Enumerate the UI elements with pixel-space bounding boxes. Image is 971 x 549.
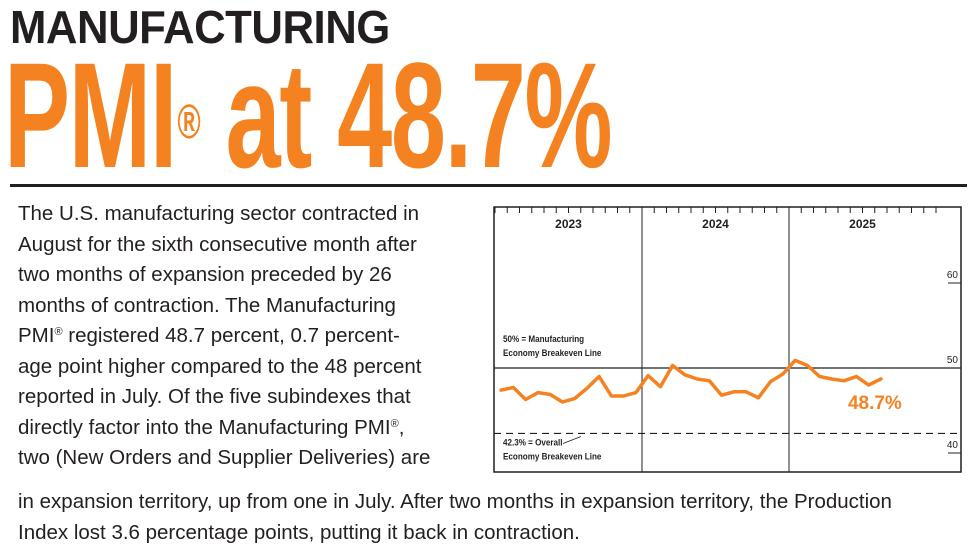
- pmi-data-point: [597, 375, 601, 378]
- year-label: 2025: [849, 217, 876, 231]
- pmi-callout-value: 48.7%: [848, 393, 902, 414]
- body-paragraph-wide: in expansion territory, up from one in J…: [18, 487, 963, 548]
- pmi-data-point: [781, 372, 785, 376]
- pmi-data-point: [720, 394, 723, 397]
- pmi-data-point: [793, 359, 797, 362]
- y-tick-label: 50: [947, 355, 959, 366]
- registered-mark: ®: [177, 96, 200, 149]
- y-tick-label: 40: [947, 440, 959, 451]
- body-line: months of contraction. The Manufacturing: [18, 293, 396, 317]
- pmi-data-point: [646, 374, 650, 377]
- breakeven-label-line1: 42.3% = Overall: [503, 437, 563, 448]
- pmi-data-point: [524, 398, 527, 401]
- pmi-data-point: [879, 377, 883, 381]
- body-line: age point higher compared to the 48 perc…: [18, 354, 422, 378]
- pmi-data-point: [842, 379, 846, 382]
- body-line: August for the sixth consecutive month a…: [18, 232, 417, 256]
- pmi-series-line: [499, 358, 883, 404]
- pmi-data-point: [561, 400, 564, 404]
- pmi-data-point: [708, 379, 711, 382]
- registered-mark: ®: [54, 326, 63, 338]
- body-line: PMI® registered 48.7 percent, 0.7 percen…: [18, 324, 400, 347]
- pmi-data-point: [744, 390, 748, 393]
- body-line: in expansion territory, up from one in J…: [18, 490, 892, 513]
- headline-manufacturing: MANUFACTURING: [10, 1, 390, 53]
- headline-pmi: PMI® at 48.7%: [4, 40, 613, 190]
- pmi-data-point: [634, 391, 638, 394]
- year-label: 2024: [702, 217, 729, 231]
- pmi-data-point: [806, 364, 809, 367]
- pmi-data-point: [512, 386, 515, 389]
- body-line: reported in July. Of the five subindexes…: [18, 385, 411, 408]
- breakeven-leader: [562, 436, 582, 444]
- body-line: Index lost 3.6 percentage points, puttin…: [18, 520, 580, 544]
- body-line: two (New Orders and Supplier Deliveries)…: [18, 446, 431, 469]
- pmi-data-point: [499, 388, 503, 392]
- body-line: The U.S. manufacturing sector contracted…: [18, 202, 420, 225]
- headline-pmi-word: PMI: [4, 31, 177, 199]
- pmi-data-point: [585, 387, 589, 390]
- body-line: two months of expansion preceded by 26: [18, 263, 392, 286]
- pmi-data-point: [769, 380, 772, 383]
- pmi-data-point: [695, 377, 699, 381]
- pmi-data-point: [855, 375, 858, 378]
- pmi-data-point: [548, 393, 552, 396]
- breakeven-label-line2: Economy Breakeven Line: [503, 348, 602, 359]
- headline-pmi-value: at 48.7%: [199, 31, 613, 199]
- y-tick-label: 60: [947, 270, 959, 281]
- pmi-data-point: [732, 390, 736, 393]
- pmi-data-point: [610, 394, 613, 398]
- pmi-data-point: [818, 375, 821, 378]
- body-paragraph-column: The U.S. manufacturing sector contracted…: [18, 199, 488, 474]
- pmi-data-point: [867, 383, 870, 387]
- header-rule: [10, 184, 967, 187]
- pmi-data-point: [536, 391, 540, 394]
- pmi-line-chart: 2023 2024 2025 40 50 60 50% = Manufacturing Eco…: [493, 206, 962, 473]
- pmi-data-point: [830, 377, 834, 381]
- pmi-data-point: [757, 396, 760, 399]
- year-label: 2023: [555, 217, 582, 231]
- pmi-data-point: [659, 385, 662, 388]
- body-line: directly factor into the Manufacturing P…: [18, 415, 405, 439]
- pmi-data-point: [622, 394, 625, 398]
- breakeven-label-line1: 50% = Manufacturing: [503, 334, 584, 345]
- pmi-data-point: [573, 397, 576, 400]
- breakeven-label-line2: Economy Breakeven Line: [503, 451, 602, 462]
- registered-mark: ®: [390, 417, 399, 430]
- pmi-data-point: [683, 373, 687, 376]
- pmi-data-point: [671, 364, 674, 367]
